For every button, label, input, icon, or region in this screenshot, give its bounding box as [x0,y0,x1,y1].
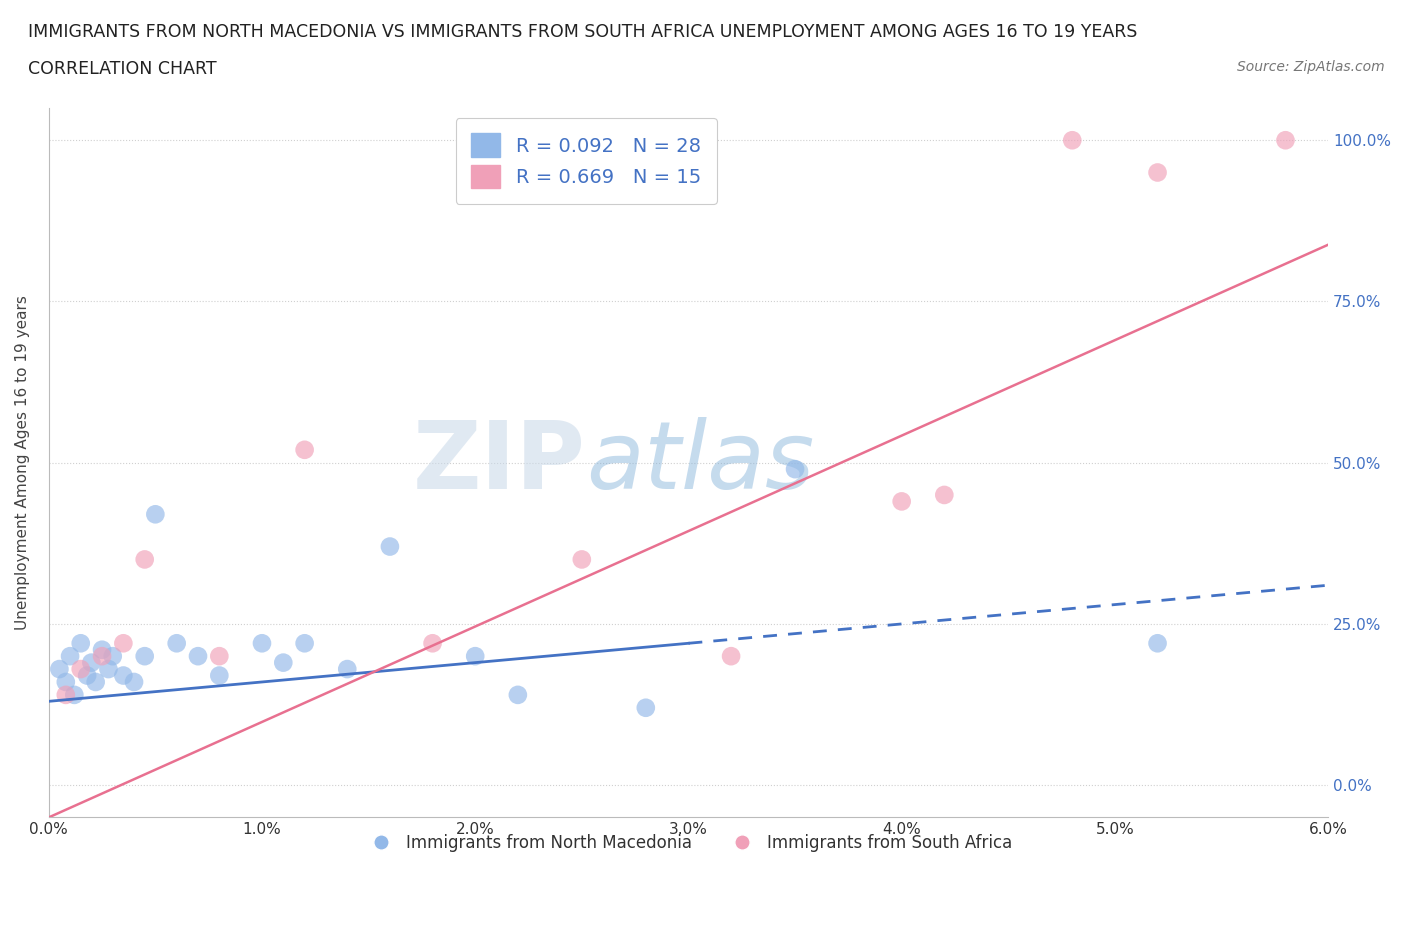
Point [208,668,231,683]
Point [1146,636,1168,651]
Point [571,552,593,567]
Point [97,661,120,676]
Point [76,668,98,683]
Point [80,656,103,671]
Point [69,661,91,676]
Point [59,649,82,664]
Point [187,649,209,664]
Point [145,507,167,522]
Text: CORRELATION CHART: CORRELATION CHART [28,60,217,78]
Point [890,494,912,509]
Point [91,643,114,658]
Point [294,636,316,651]
Text: atlas: atlas [586,418,814,508]
Point [69,636,91,651]
Legend: Immigrants from North Macedonia, Immigrants from South Africa: Immigrants from North Macedonia, Immigra… [357,828,1019,858]
Point [134,649,156,664]
Point [783,461,806,476]
Point [166,636,188,651]
Point [720,649,742,664]
Point [208,649,231,664]
Point [55,687,77,702]
Point [112,668,135,683]
Text: Source: ZipAtlas.com: Source: ZipAtlas.com [1237,60,1385,74]
Point [506,687,529,702]
Point [634,700,657,715]
Point [934,487,956,502]
Point [91,649,114,664]
Point [464,649,486,664]
Point [250,636,273,651]
Point [1062,133,1084,148]
Point [63,687,86,702]
Point [84,674,107,689]
Text: ZIP: ZIP [413,417,586,509]
Point [422,636,444,651]
Point [112,636,135,651]
Point [294,443,316,458]
Point [271,656,294,671]
Point [1146,165,1168,179]
Point [48,661,70,676]
Y-axis label: Unemployment Among Ages 16 to 19 years: Unemployment Among Ages 16 to 19 years [15,295,30,631]
Point [101,649,124,664]
Point [336,661,359,676]
Point [55,674,77,689]
Point [122,674,145,689]
Point [134,552,156,567]
Point [378,539,401,554]
Point [1274,133,1296,148]
Text: IMMIGRANTS FROM NORTH MACEDONIA VS IMMIGRANTS FROM SOUTH AFRICA UNEMPLOYMENT AMO: IMMIGRANTS FROM NORTH MACEDONIA VS IMMIG… [28,23,1137,41]
